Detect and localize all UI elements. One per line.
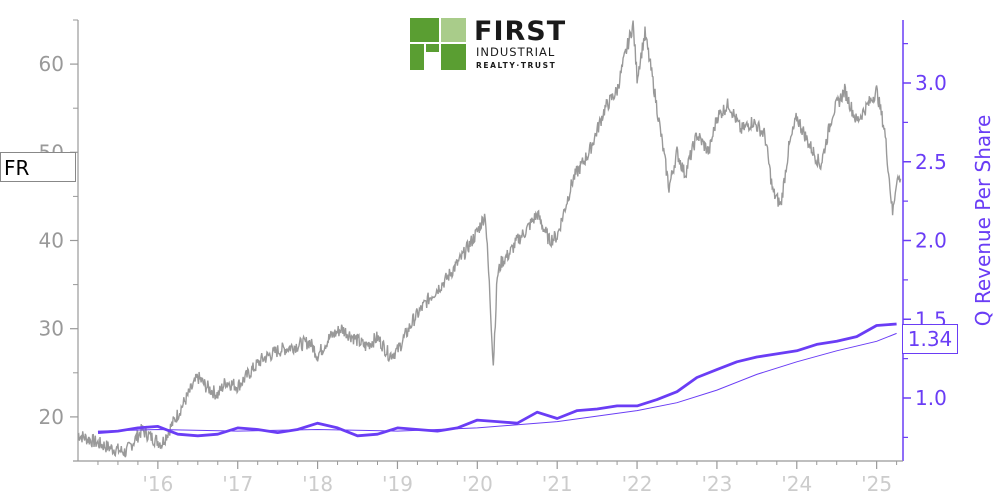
logo-line2: INDUSTRIAL — [476, 45, 556, 59]
left-tick-label: 40 — [39, 229, 64, 253]
x-tick-label: '22 — [622, 472, 653, 496]
x-tick-label: '16 — [142, 472, 173, 496]
right-y-axis: 1.01.52.02.53.0Q Revenue Per Share — [902, 20, 995, 461]
last-value-label: 1.34 — [902, 324, 958, 354]
revenue-trend-line — [97, 332, 897, 432]
right-tick-label: 2.5 — [915, 150, 947, 174]
x-tick-label: '20 — [462, 472, 493, 496]
left-tick-label: 20 — [39, 405, 64, 429]
price-line — [77, 20, 902, 458]
x-tick-label: '21 — [542, 472, 573, 496]
x-tick-label: '18 — [302, 472, 333, 496]
x-tick-label: '17 — [222, 472, 253, 496]
revenue-line — [97, 322, 897, 438]
x-tick-label: '19 — [382, 472, 413, 496]
logo-name: FIRST — [474, 16, 567, 47]
right-tick-label: 2.0 — [915, 229, 947, 253]
logo-line3: REALTY·TRUST — [476, 61, 557, 70]
x-axis: '16 '17 '18 '19 '20 '21 '22 '23 '24 '25 — [73, 460, 903, 496]
right-tick-label: 3.0 — [915, 71, 947, 95]
logo-mark-icon — [410, 18, 466, 70]
left-tick-label: 60 — [39, 52, 64, 76]
x-tick-label: '25 — [861, 472, 892, 496]
series-layer — [77, 20, 902, 458]
left-y-axis: 2030405060 — [39, 19, 79, 462]
x-tick-label: '24 — [781, 472, 812, 496]
company-logo: FIRST INDUSTRIAL REALTY·TRUST — [410, 16, 575, 72]
x-tick-label: '23 — [701, 472, 732, 496]
right-axis-title: Q Revenue Per Share — [971, 115, 995, 327]
ticker-label: FR — [0, 152, 76, 182]
right-tick-label: 1.0 — [915, 386, 947, 410]
left-tick-label: 30 — [39, 317, 64, 341]
